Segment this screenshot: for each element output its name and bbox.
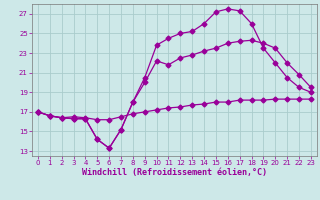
X-axis label: Windchill (Refroidissement éolien,°C): Windchill (Refroidissement éolien,°C) [82,168,267,177]
